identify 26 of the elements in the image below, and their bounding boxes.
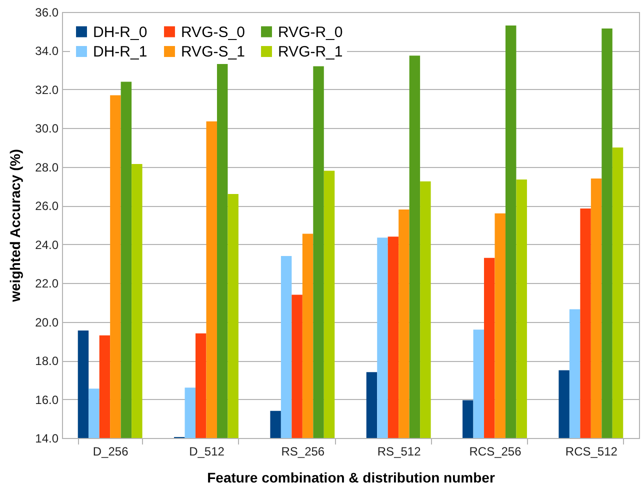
y-tick-label: 34.0 (35, 44, 59, 58)
legend-label: RVG-R_1 (278, 44, 343, 60)
legend-label: RVG-R_0 (278, 24, 343, 41)
y-tick-label: 36.0 (35, 6, 59, 20)
y-tick-label: 14.0 (35, 432, 59, 446)
x-axis-title: Feature combination & distribution number (207, 470, 496, 486)
y-tick-label: 16.0 (35, 392, 59, 407)
x-tick-label: RS_512 (377, 444, 422, 458)
x-tick-label: RCS_512 (565, 444, 618, 458)
y-axis-title: weighted Accuracy (%) (7, 149, 24, 303)
y-tick-label: 20.0 (35, 315, 59, 330)
legend-label: RVG-S_1 (181, 44, 245, 60)
y-tick-label: 18.0 (35, 354, 59, 368)
y-tick-label: 28.0 (35, 160, 59, 174)
x-tick-label: RS_256 (281, 444, 325, 458)
y-tick-label: 26.0 (35, 199, 59, 214)
legend-label: RVG-S_0 (181, 24, 245, 41)
x-tick-label: D_256 (92, 444, 129, 458)
y-tick-label: 22.0 (35, 276, 59, 291)
legend-label: DH-R_0 (93, 24, 148, 41)
y-tick-label: 30.0 (35, 122, 59, 136)
legend-label: DH-R_1 (93, 44, 148, 60)
x-tick-label: D_512 (189, 444, 225, 458)
y-tick-label: 24.0 (35, 238, 59, 252)
x-tick-label: RCS_256 (469, 444, 522, 458)
y-tick-label: 32.0 (35, 82, 59, 97)
